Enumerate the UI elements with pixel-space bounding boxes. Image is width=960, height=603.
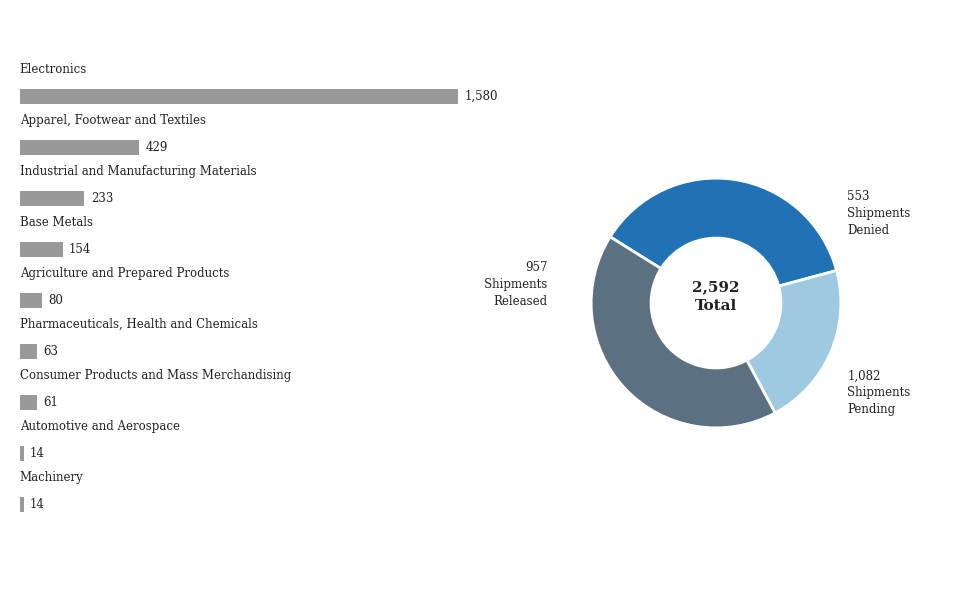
Text: 1,082
Shipments
Pending: 1,082 Shipments Pending [847, 370, 910, 417]
Text: Shipment Value (USD) by Country of Origin: Shipment Value (USD) by Country of Origi… [260, 567, 700, 585]
Wedge shape [591, 237, 775, 428]
Text: 14: 14 [30, 447, 45, 460]
Text: 1,580: 1,580 [465, 90, 498, 103]
Bar [20, 395, 36, 410]
Text: 80: 80 [48, 294, 63, 307]
Text: Machinery: Machinery [20, 471, 84, 484]
Wedge shape [747, 271, 841, 413]
Text: 2,592
Total: 2,592 Total [692, 280, 740, 313]
Text: 14: 14 [30, 498, 45, 511]
Text: Electronics: Electronics [20, 63, 87, 76]
Text: Agriculture and Prepared Products: Agriculture and Prepared Products [20, 267, 229, 280]
Text: Industrial and Manufacturing Materials: Industrial and Manufacturing Materials [20, 165, 256, 178]
Bar [20, 497, 24, 512]
Bar [20, 293, 42, 308]
Text: 233: 233 [91, 192, 113, 205]
Text: Shipment Count by Industry and Exam Result: Shipment Count by Industry and Exam Resu… [230, 20, 730, 37]
Text: 429: 429 [145, 141, 168, 154]
Text: Automotive and Aerospace: Automotive and Aerospace [20, 420, 180, 433]
Bar [20, 89, 459, 104]
Bar [20, 191, 84, 206]
Wedge shape [611, 178, 836, 286]
Text: Consumer Products and Mass Merchandising: Consumer Products and Mass Merchandising [20, 369, 291, 382]
Text: Pharmaceuticals, Health and Chemicals: Pharmaceuticals, Health and Chemicals [20, 318, 257, 331]
Text: Base Metals: Base Metals [20, 216, 93, 229]
Text: 61: 61 [43, 396, 58, 409]
Text: Apparel, Footwear and Textiles: Apparel, Footwear and Textiles [20, 114, 205, 127]
Text: 63: 63 [43, 345, 59, 358]
Text: 957
Shipments
Released: 957 Shipments Released [484, 260, 547, 308]
Text: 553
Shipments
Denied: 553 Shipments Denied [847, 189, 910, 236]
Bar [20, 242, 62, 257]
Text: 154: 154 [69, 243, 91, 256]
Bar [20, 446, 24, 461]
Bar [20, 344, 37, 359]
Bar [20, 140, 139, 155]
